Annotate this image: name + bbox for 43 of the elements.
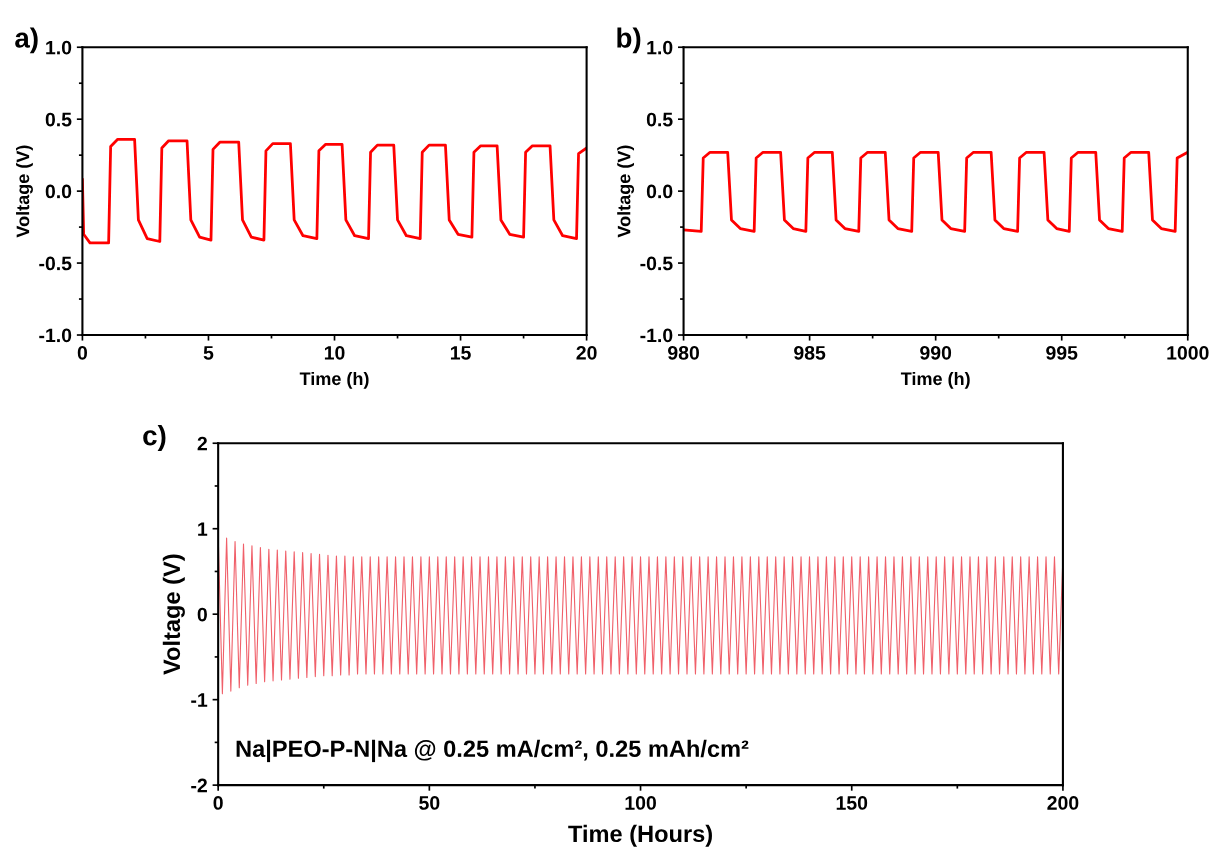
y-tick-label: -2 — [191, 778, 207, 793]
y-tick-label: 0.5 — [45, 112, 72, 127]
line-series — [683, 150, 1188, 233]
x-tick-label: 50 — [419, 796, 440, 810]
y-tick-label: 0.0 — [45, 184, 72, 199]
x-tick-label: 5 — [203, 346, 214, 360]
x-tick-label: 100 — [625, 796, 656, 810]
y-tick-label: 0.5 — [646, 112, 673, 127]
y-axis-title: Voltage (V) — [162, 554, 185, 675]
y-tick-label: -1.0 — [39, 328, 72, 343]
x-tick-label: 15 — [450, 346, 471, 360]
y-tick-label: 0.0 — [646, 184, 673, 199]
y-tick-label: 2 — [197, 436, 207, 451]
chart-title: c) — [143, 425, 166, 451]
x-tick-label: 0 — [77, 345, 88, 360]
y-tick-label: 0 — [197, 607, 207, 622]
y-tick-label: -1.0 — [640, 328, 673, 343]
x-axis-title: Time (h) — [299, 371, 369, 389]
x-tick-label: 995 — [1046, 345, 1078, 360]
y-tick-label: 1 — [198, 522, 208, 536]
y-axis-title: Voltage (V) — [617, 145, 635, 238]
y-axis-title: Voltage (V) — [16, 145, 33, 238]
y-tick-label: 1.0 — [46, 40, 72, 55]
y-tick-label: -1 — [191, 693, 208, 707]
x-axis-title: Time (Hours) — [568, 824, 712, 847]
chart-title: b) — [617, 27, 641, 54]
y-tick-label: 1.0 — [647, 40, 673, 55]
line-series — [82, 137, 587, 245]
x-tick-label: 200 — [1047, 796, 1079, 810]
chart-title: a) — [15, 27, 38, 54]
x-tick-label: 20 — [576, 345, 597, 360]
x-axis-title: Time (h) — [900, 371, 970, 389]
x-tick-label: 0 — [213, 796, 223, 810]
x-tick-label: 10 — [324, 345, 345, 360]
x-tick-label: 990 — [920, 345, 952, 360]
y-tick-label: -0.5 — [39, 256, 72, 271]
line-series — [218, 534, 1063, 695]
x-tick-label: 985 — [794, 345, 826, 360]
x-tick-label: 150 — [836, 796, 868, 810]
x-tick-label: 980 — [668, 345, 699, 360]
y-tick-label: -0.5 — [640, 256, 673, 271]
annotation: Na|PEO-P-N|Na @ 0.25 mA/cm², 0.25 mAh/cm² — [236, 739, 749, 763]
x-tick-label: 1000 — [1167, 345, 1209, 360]
